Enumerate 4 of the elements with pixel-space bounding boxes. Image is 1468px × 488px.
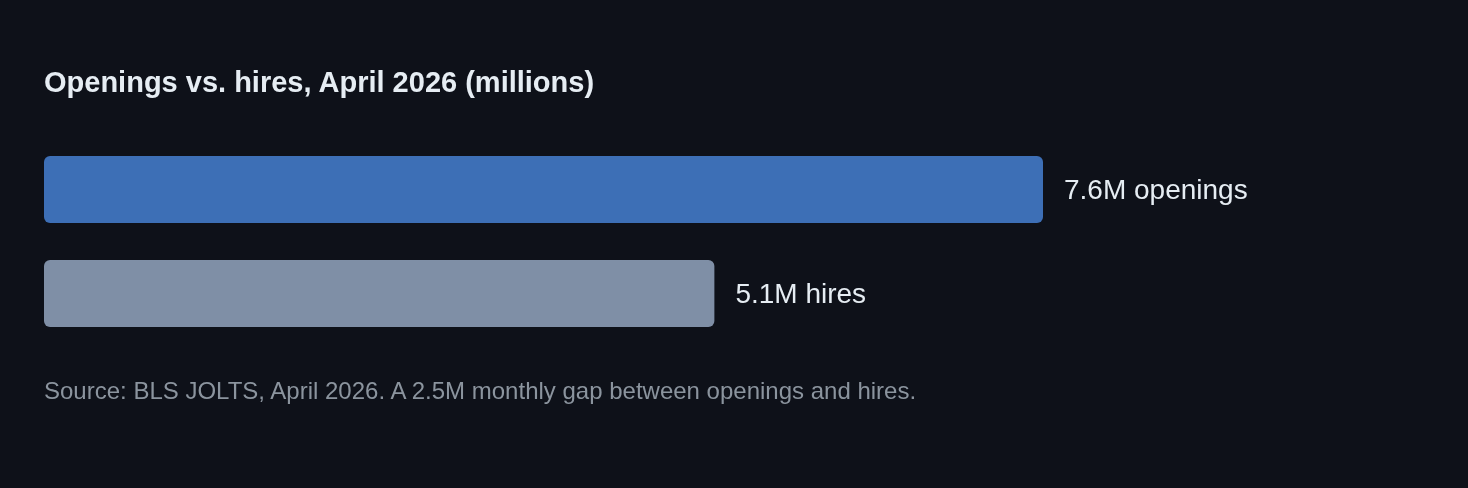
data-label: 7.6M openings: [1064, 174, 1248, 205]
chart-title: Openings vs. hires, April 2026 (millions): [44, 65, 595, 98]
source-note: Source: BLS JOLTS, April 2026. A 2.5M monthly gap between openings and hires.: [44, 376, 917, 404]
data-label: 5.1M hires: [735, 278, 867, 309]
